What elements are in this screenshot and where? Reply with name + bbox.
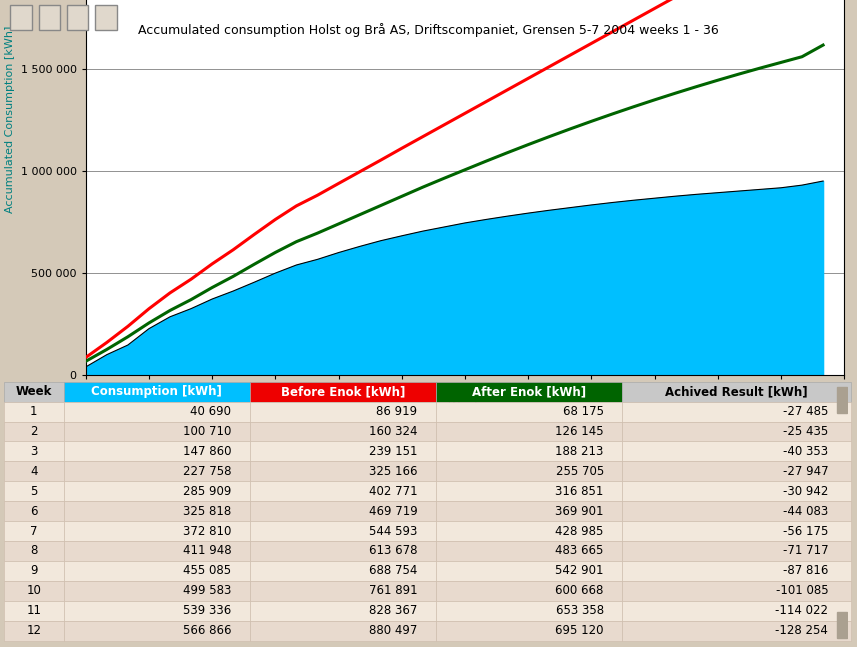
Text: Accumulated consumption Holst og Brå AS, Driftscompaniet, Grensen 5-7 2004 weeks: Accumulated consumption Holst og Brå AS,… [138, 23, 719, 37]
X-axis label: Week: Week [447, 400, 482, 413]
Bar [10, 5, 32, 30]
Bar [95, 5, 117, 30]
Y-axis label: Accumulated Consumption [kWh]: Accumulated Consumption [kWh] [5, 26, 15, 214]
Bar [67, 5, 88, 30]
Bar [836, 387, 847, 413]
Bar [836, 612, 847, 638]
Bar [39, 5, 60, 30]
